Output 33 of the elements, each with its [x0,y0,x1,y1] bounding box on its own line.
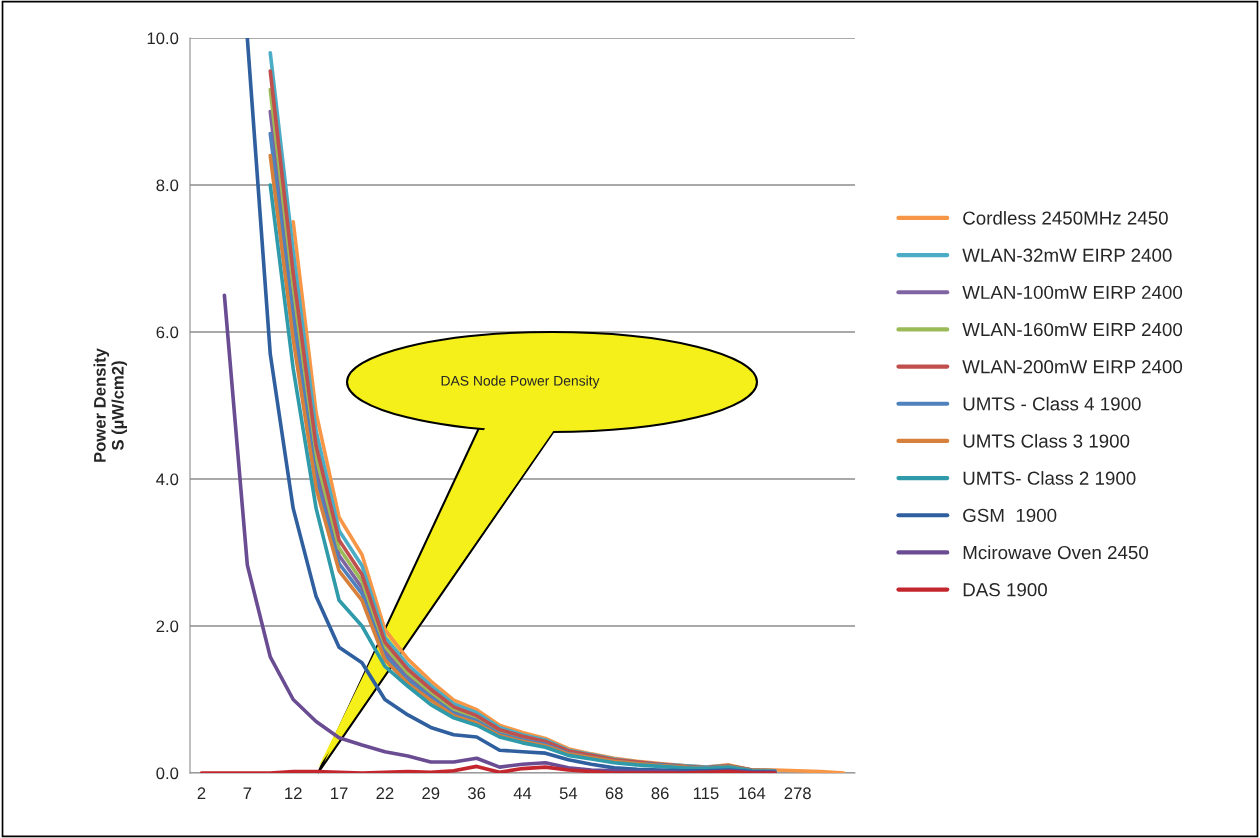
x-tick-label: 7 [243,787,252,799]
y-axis-title: Power Density S (µW/cm2) [93,348,128,462]
legend-label: WLAN-32mW EIRP 2400 [962,248,1172,262]
y-tick-label: 6.0 [156,326,179,339]
x-tick-label: 12 [285,787,302,799]
x-tick-label: 2 [197,787,206,799]
x-tick-label: 44 [513,787,532,799]
x-tick-label: 164 [739,787,766,800]
legend-label: WLAN-160mW EIRP 2400 [962,322,1183,337]
y-tick-label: 10.0 [147,32,179,45]
x-tick-label: 54 [559,787,578,800]
x-tick-label: 22 [376,787,394,799]
y-tick-label: 4.0 [156,473,179,486]
x-tick-label: 278 [784,787,811,800]
legend-label: Cordless 2450MHz 2450 [963,210,1168,225]
legend-label: UMTS Class 3 1900 [963,433,1130,448]
legend-label: DAS 1900 [963,583,1047,597]
x-tick-label: 17 [331,787,348,799]
legend-label: UMTS - Class 4 1900 [963,396,1141,411]
x-tick-label: 86 [651,787,669,800]
legend-label: WLAN-200mW EIRP 2400 [962,360,1183,374]
annotation: DAS Node Power Density [441,375,600,389]
y-tick-label: 8.0 [156,179,179,192]
legend-label: UMTS- Class 2 1900 [963,471,1136,485]
legend-label: WLAN-100mW EIRP 2400 [962,285,1183,300]
x-tick-label: 36 [468,787,486,800]
x-tick-label: 115 [693,787,719,800]
legend-label: Mcirowave Oven 2450 [963,545,1149,560]
x-tick-label: 29 [422,787,440,800]
y-tick-label: 2.0 [156,620,179,633]
x-tick-label: 68 [605,787,623,800]
legend-label: GSM 1900 [963,508,1057,523]
y-tick-label: 0.0 [156,767,179,780]
